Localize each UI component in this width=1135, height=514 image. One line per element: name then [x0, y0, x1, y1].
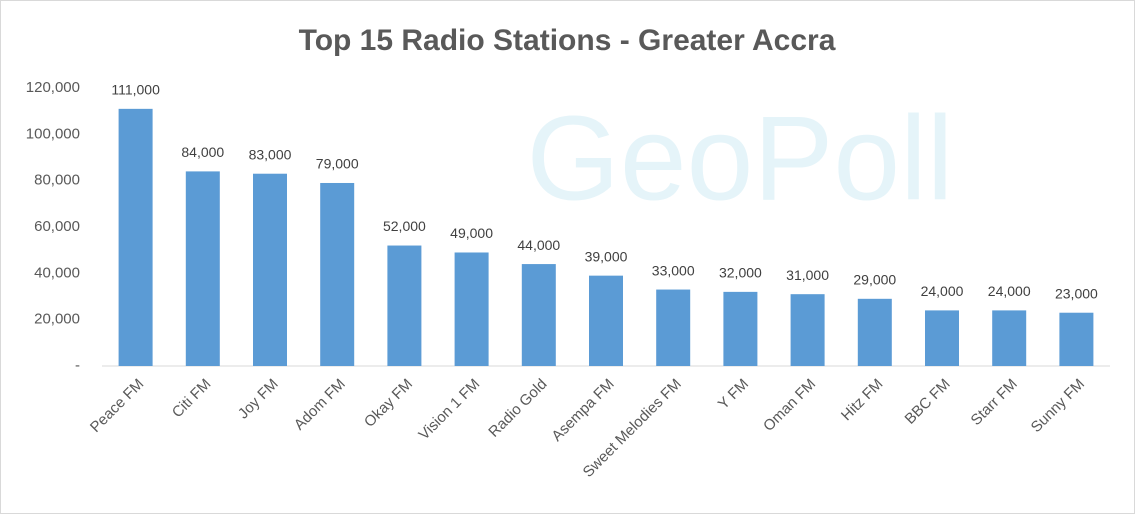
bar: [185, 171, 220, 366]
y-tick-label: 120,000: [26, 79, 80, 96]
bar: [790, 294, 825, 366]
y-tick-label: 60,000: [34, 218, 80, 235]
data-label: 39,000: [585, 248, 628, 264]
bar: [857, 298, 892, 366]
bar: [723, 291, 758, 366]
data-label: 24,000: [988, 283, 1031, 299]
bar: [118, 108, 153, 366]
data-label: 49,000: [450, 225, 493, 241]
data-label: 33,000: [652, 262, 695, 278]
y-tick-label: -: [75, 357, 80, 374]
data-label: 111,000: [111, 82, 160, 98]
data-label: 24,000: [921, 283, 964, 299]
bar: [992, 310, 1027, 366]
data-label: 29,000: [853, 272, 896, 288]
bar: [320, 182, 355, 366]
data-label: 31,000: [786, 267, 829, 283]
bar: [387, 245, 422, 366]
bar: [521, 264, 556, 366]
data-label: 84,000: [181, 144, 224, 160]
data-label: 79,000: [316, 156, 359, 172]
bar: [1059, 312, 1094, 366]
data-label: 52,000: [383, 218, 426, 234]
chart-title: Top 15 Radio Stations - Greater Accra: [299, 24, 836, 57]
y-tick-label: 40,000: [34, 264, 80, 281]
watermark: GeoPoll: [527, 92, 954, 226]
bar: [253, 173, 287, 366]
data-label: 83,000: [249, 146, 292, 162]
bar: [656, 289, 691, 366]
bar: [589, 275, 623, 366]
data-label: 44,000: [517, 237, 560, 253]
data-label: 32,000: [719, 265, 762, 281]
y-tick-label: 80,000: [34, 172, 80, 189]
bar: [454, 252, 489, 366]
bar: [925, 310, 959, 366]
y-tick-label: 100,000: [26, 125, 80, 142]
data-label: 23,000: [1055, 285, 1098, 301]
y-tick-label: 20,000: [34, 311, 80, 328]
